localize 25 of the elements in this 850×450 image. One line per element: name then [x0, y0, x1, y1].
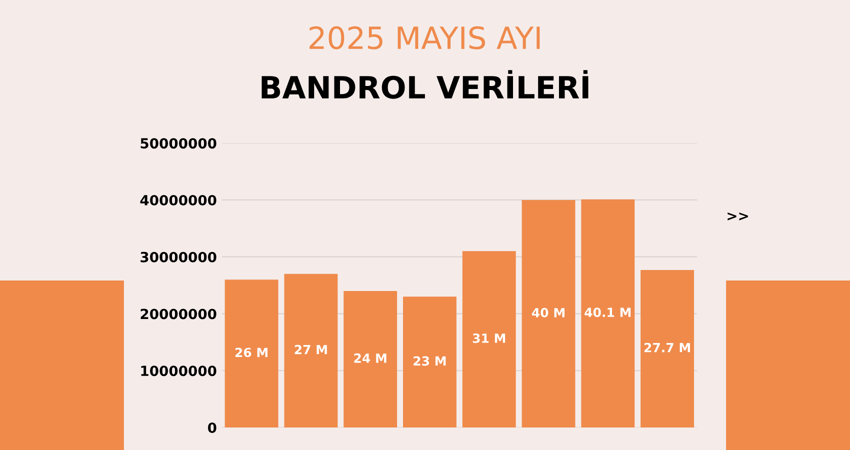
data-label: 23 M — [414, 356, 446, 366]
data-label: 27 M — [294, 344, 327, 354]
y-tick-label: 50000000 — [140, 138, 216, 149]
bar — [462, 251, 516, 428]
data-label: 26 M — [235, 348, 268, 358]
bar — [581, 199, 635, 428]
data-label: 27.7 M — [644, 342, 690, 352]
data-label: 24 M — [354, 353, 386, 363]
bar — [640, 270, 694, 428]
bar — [284, 274, 338, 428]
bar — [403, 296, 456, 428]
data-label: 40 M — [532, 308, 564, 318]
data-label: 31 M — [472, 334, 506, 343]
y-tick-label: 20000000 — [140, 308, 216, 320]
text: >> — [728, 212, 748, 220]
y-tick-label: 30000000 — [140, 252, 216, 262]
bar — [344, 290, 398, 428]
y-tick-label: 40000000 — [140, 194, 216, 206]
chart-title: 2025 MAYIS AYI — [310, 26, 540, 50]
bar — [224, 280, 278, 428]
bar — [522, 200, 576, 428]
data-label: 40.1 M — [584, 308, 631, 318]
y-tick-label: 10000000 — [141, 366, 216, 376]
chart-subtitle: BANDROL VERİLERİ — [262, 70, 588, 99]
y-tick-label: 0 — [208, 422, 216, 433]
